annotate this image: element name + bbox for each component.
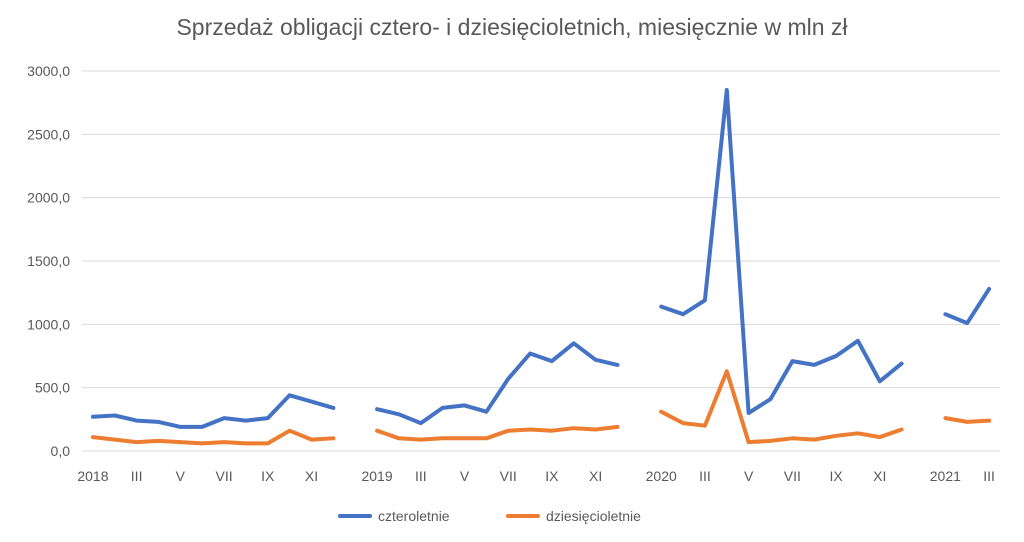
- x-tick-label: III: [699, 468, 711, 484]
- series-line-segment: [943, 416, 992, 424]
- series-line-segment: [90, 428, 336, 446]
- y-tick-label: 3000,0: [27, 63, 70, 79]
- x-tick-label: IX: [829, 468, 843, 484]
- x-tick-label: 2018: [77, 468, 108, 484]
- y-tick-label: 2500,0: [27, 126, 70, 142]
- x-tick-label: 2019: [361, 468, 392, 484]
- x-tick-label: V: [460, 468, 470, 484]
- x-tick-label: III: [983, 468, 995, 484]
- series-line-segment: [90, 393, 336, 429]
- x-tick-label: III: [131, 468, 143, 484]
- x-tick-label: 2020: [646, 468, 677, 484]
- legend-label: czteroletnie: [378, 508, 450, 524]
- x-tick-label: XI: [305, 468, 318, 484]
- y-tick-label: 1500,0: [27, 253, 70, 269]
- y-tick-label: 0,0: [51, 443, 71, 459]
- x-tick-label: III: [415, 468, 427, 484]
- series-line-segment: [375, 424, 620, 442]
- x-tick-label: VII: [500, 468, 517, 484]
- legend-label: dziesięcioletnie: [546, 508, 641, 524]
- series-line-segment: [375, 341, 620, 426]
- series-line-segment: [659, 369, 904, 445]
- y-tick-label: 500,0: [35, 380, 70, 396]
- y-tick-label: 1000,0: [27, 316, 70, 332]
- x-tick-label: IX: [545, 468, 559, 484]
- x-tick-label: VII: [784, 468, 801, 484]
- x-tick-label: 2021: [930, 468, 961, 484]
- chart-title: Sprzedaż obligacji cztero- i dziesięciol…: [176, 14, 848, 40]
- x-tick-label: V: [176, 468, 186, 484]
- x-tick-label: VII: [216, 468, 233, 484]
- series-dziesiecioletnie: [90, 369, 992, 446]
- x-tick-label: V: [744, 468, 754, 484]
- series-line-segment: [943, 286, 992, 326]
- series-line-segment: [659, 88, 904, 415]
- x-tick-label: IX: [261, 468, 275, 484]
- x-tick-label: XI: [589, 468, 602, 484]
- x-tick-label: XI: [873, 468, 886, 484]
- series-czteroletnie: [90, 88, 992, 429]
- y-tick-label: 2000,0: [27, 190, 70, 206]
